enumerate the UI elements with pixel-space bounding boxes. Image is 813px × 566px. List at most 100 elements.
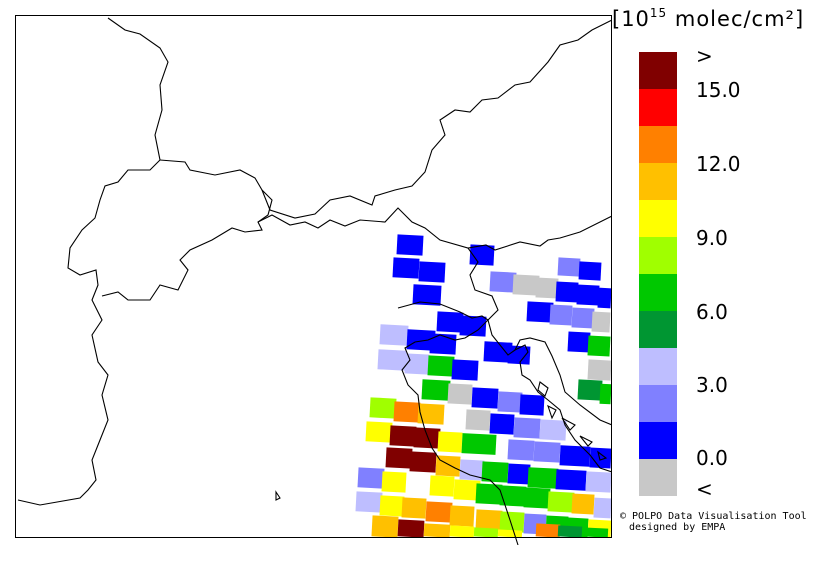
colorbar-segment [639, 348, 677, 385]
satellite-pixel [396, 234, 424, 256]
satellite-pixel [499, 485, 527, 507]
satellite-pixel [507, 345, 531, 365]
satellite-pixel [397, 519, 425, 538]
satellite-pixel [377, 349, 407, 371]
satellite-pixel [571, 307, 595, 329]
satellite-pixel [497, 529, 523, 538]
satellite-pixel [557, 257, 581, 277]
satellite-pixel [581, 527, 609, 538]
units-label: [1015 molec/cm²] [612, 6, 805, 31]
colorbar-tick-label: < [696, 477, 713, 501]
satellite-pixel [535, 277, 559, 299]
satellite-pixel [513, 417, 541, 439]
colorbar-tick-label: 0.0 [696, 446, 728, 470]
satellite-pixel [381, 471, 407, 493]
map-canvas [15, 15, 612, 545]
colorbar [639, 52, 677, 496]
colorbar-segment [639, 89, 677, 126]
satellite-pixel [425, 501, 453, 523]
satellite-pixel [523, 487, 551, 509]
satellite-pixel [355, 491, 383, 513]
satellite-pixel [417, 403, 445, 425]
satellite-pixel [576, 284, 600, 306]
satellite-pixel [535, 523, 561, 538]
colorbar-segment [639, 126, 677, 163]
colorbar-tick-label: 3.0 [696, 373, 728, 397]
satellite-pixel [557, 525, 583, 538]
satellite-pixel [413, 427, 441, 449]
satellite-pixel [421, 379, 451, 401]
satellite-pixel [371, 515, 399, 538]
satellite-pixel [461, 433, 497, 455]
credits: © POLPO Data Visualisation Tool designed… [620, 511, 807, 533]
satellite-pixel [465, 409, 491, 431]
satellite-pixel [365, 421, 393, 443]
satellite-pixel [555, 469, 587, 491]
satellite-pixel [449, 525, 475, 538]
satellite-pixel [539, 419, 567, 441]
satellite-pixel [567, 331, 591, 353]
satellite-pixel [499, 511, 525, 533]
satellite-pixel [475, 509, 503, 531]
satellite-pixel [527, 467, 559, 489]
satellite-pixel [497, 391, 523, 413]
colorbar-tick-label: 6.0 [696, 300, 728, 324]
satellite-pixel [593, 497, 612, 519]
colorbar-segment [639, 385, 677, 422]
colorbar-segment [639, 459, 677, 496]
satellite-pixel [547, 491, 575, 513]
satellite-pixel [379, 495, 405, 517]
satellite-pixel [599, 383, 612, 405]
colorbar-tick-label: 12.0 [696, 152, 741, 176]
colorbar-segment [639, 237, 677, 274]
satellite-pixel [427, 355, 455, 377]
satellite-pixel [549, 304, 573, 326]
satellite-pixel [577, 379, 603, 401]
satellite-pixel [404, 353, 430, 375]
satellite-pixel [473, 527, 499, 538]
colorbar-tick-label: > [696, 44, 713, 68]
satellite-pixel [453, 479, 481, 501]
satellite-pixel [483, 341, 513, 363]
satellite-pixel [449, 505, 475, 527]
satellite-pixel [507, 439, 535, 461]
satellite-pixel [489, 271, 517, 293]
satellite-pixel [559, 445, 591, 467]
satellite-pixel [385, 447, 413, 469]
country-borders [17, 17, 612, 545]
satellite-pixel [437, 431, 463, 453]
satellite-pixel [393, 401, 421, 423]
colorbar-segment [639, 274, 677, 311]
satellite-pixel [379, 324, 409, 346]
satellite-pixel [585, 471, 612, 493]
colorbar-tick-label: 15.0 [696, 78, 741, 102]
satellite-pixel [507, 463, 531, 485]
satellite-pixel [526, 301, 554, 323]
satellite-pixel [587, 359, 612, 381]
colorbar-segment [639, 311, 677, 348]
satellite-pixel [459, 459, 485, 481]
satellite-pixel [597, 287, 612, 309]
satellite-pixel [429, 475, 455, 497]
satellite-pixel [475, 483, 503, 505]
satellite-pixel [412, 284, 442, 306]
satellite-pixel [571, 493, 595, 515]
colorbar-segment [639, 52, 677, 89]
satellite-pixel [512, 274, 540, 296]
satellite-pixel [519, 394, 545, 416]
satellite-pixel [423, 523, 451, 538]
satellite-pixel [469, 244, 495, 266]
satellite-pixel-layer [355, 234, 612, 538]
satellite-pixel [578, 261, 602, 281]
satellite-pixel [591, 311, 611, 333]
satellite-pixel [459, 315, 487, 337]
satellite-pixel [533, 441, 561, 463]
satellite-pixel [406, 329, 436, 351]
satellite-pixel [401, 497, 427, 519]
credits-line-1: © POLPO Data Visualisation Tool [620, 511, 807, 522]
satellite-pixel [481, 461, 509, 483]
satellite-pixel [555, 281, 579, 303]
colorbar-segment [639, 163, 677, 200]
colorbar-tick-label: 9.0 [696, 226, 728, 250]
satellite-pixel [489, 413, 515, 435]
